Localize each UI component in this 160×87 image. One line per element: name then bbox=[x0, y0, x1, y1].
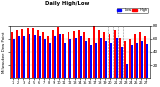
Bar bbox=[93, 26, 95, 78]
Bar bbox=[27, 28, 28, 78]
Bar bbox=[59, 34, 61, 78]
Bar bbox=[98, 30, 100, 78]
Bar bbox=[69, 39, 71, 78]
Bar bbox=[68, 32, 69, 78]
Bar bbox=[80, 36, 82, 78]
Bar bbox=[23, 36, 25, 78]
Bar bbox=[136, 43, 138, 78]
Bar bbox=[62, 34, 64, 78]
Bar bbox=[105, 41, 107, 78]
Bar bbox=[119, 38, 121, 78]
Bar bbox=[42, 32, 44, 78]
Bar bbox=[146, 44, 148, 78]
Bar bbox=[126, 64, 128, 78]
Bar bbox=[44, 39, 46, 78]
Bar bbox=[57, 27, 59, 78]
Bar bbox=[28, 34, 30, 78]
Bar bbox=[90, 45, 92, 78]
Bar bbox=[11, 32, 13, 78]
Bar bbox=[139, 32, 141, 78]
Bar bbox=[83, 32, 85, 78]
Bar bbox=[39, 36, 41, 78]
Bar bbox=[88, 38, 90, 78]
Bar bbox=[32, 28, 34, 78]
Bar bbox=[16, 30, 18, 78]
Y-axis label: Milwaukee Dew Point: Milwaukee Dew Point bbox=[2, 31, 6, 73]
Bar bbox=[47, 36, 49, 78]
Bar bbox=[95, 43, 97, 78]
Bar bbox=[18, 36, 20, 78]
Bar bbox=[37, 30, 39, 78]
Legend: Low, High: Low, High bbox=[117, 8, 148, 13]
Bar bbox=[100, 38, 102, 78]
Bar bbox=[78, 30, 80, 78]
Bar bbox=[141, 41, 143, 78]
Text: Daily High/Low: Daily High/Low bbox=[45, 1, 89, 6]
Bar bbox=[64, 43, 66, 78]
Bar bbox=[131, 45, 133, 78]
Bar bbox=[103, 32, 105, 78]
Bar bbox=[110, 43, 112, 78]
Bar bbox=[52, 30, 54, 78]
Bar bbox=[108, 34, 110, 78]
Bar bbox=[144, 36, 146, 78]
Bar bbox=[124, 41, 126, 78]
Bar bbox=[21, 29, 23, 78]
Bar bbox=[134, 34, 136, 78]
Bar bbox=[116, 38, 118, 78]
Bar bbox=[114, 30, 116, 78]
Bar bbox=[13, 39, 15, 78]
Bar bbox=[54, 36, 56, 78]
Bar bbox=[129, 39, 131, 78]
Bar bbox=[75, 38, 76, 78]
Bar bbox=[85, 41, 87, 78]
Bar bbox=[49, 43, 51, 78]
Bar bbox=[121, 47, 123, 78]
Bar bbox=[73, 31, 75, 78]
Bar bbox=[34, 35, 36, 78]
